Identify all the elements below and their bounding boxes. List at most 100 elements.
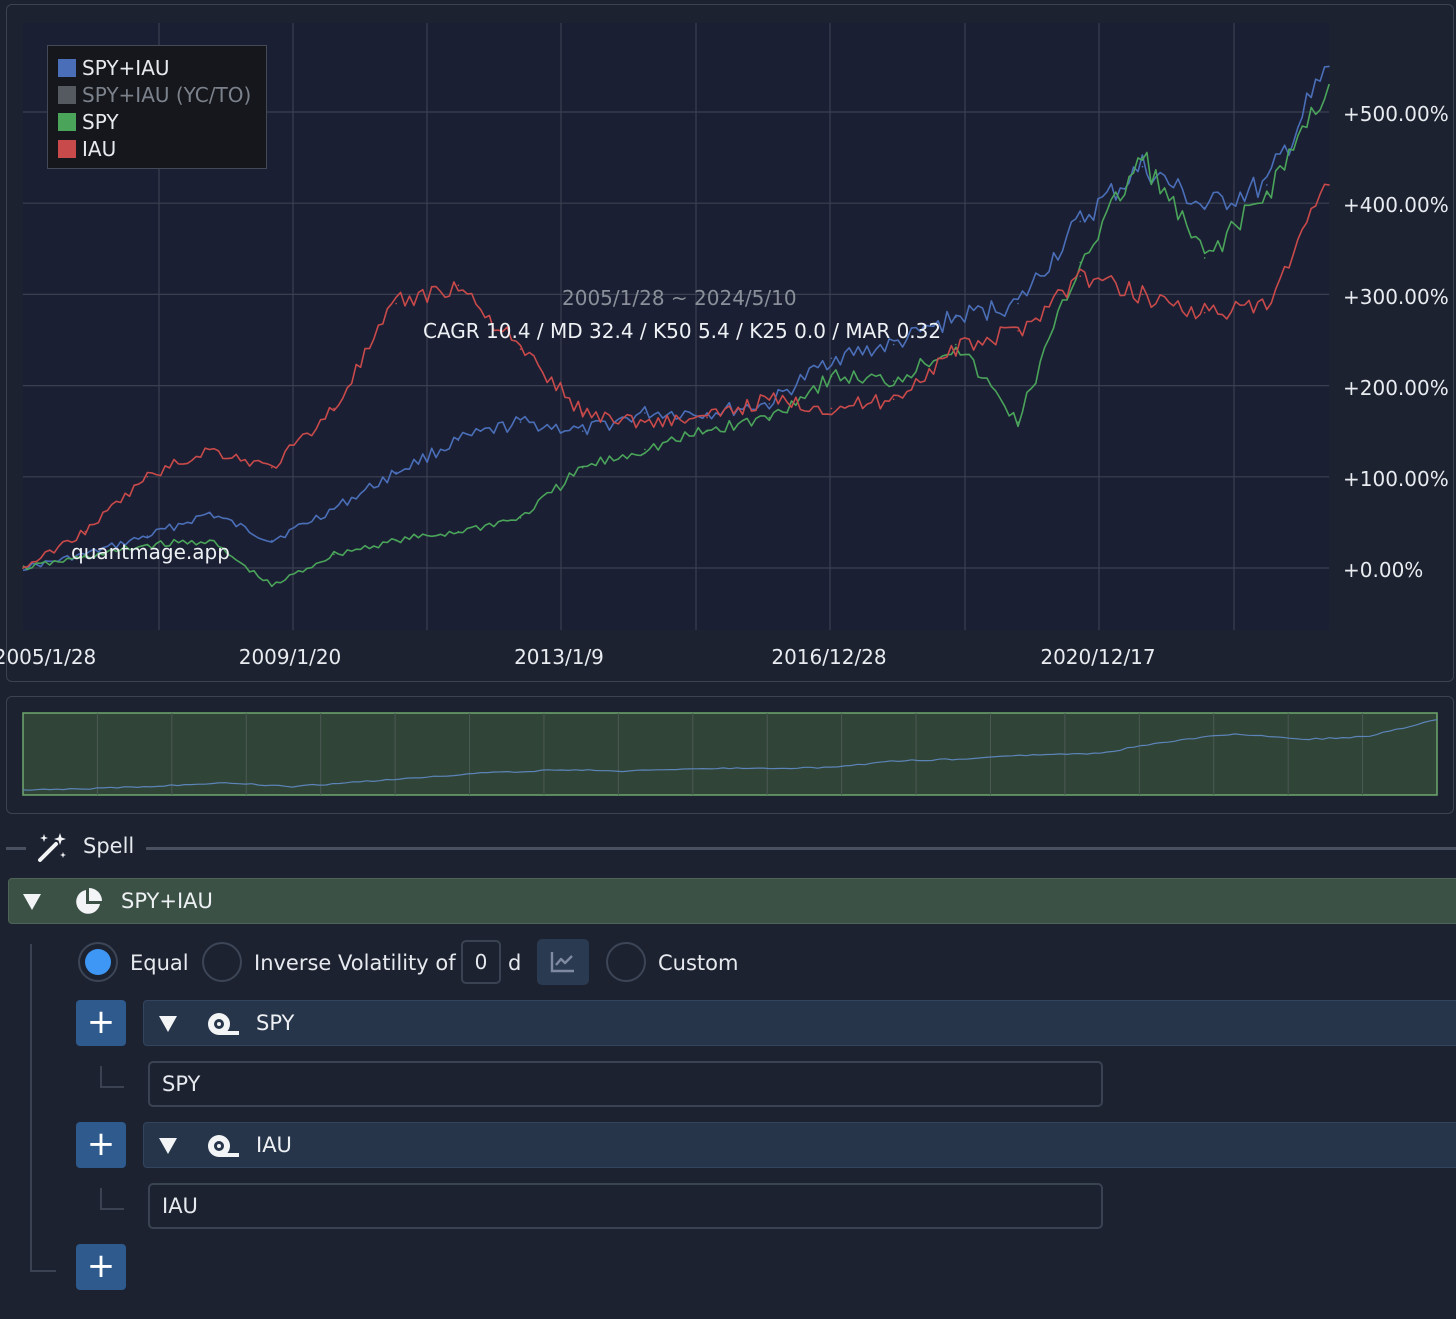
data-point <box>706 430 708 433</box>
data-point <box>892 380 895 382</box>
asset-header-spy[interactable]: SPY <box>143 1000 1456 1046</box>
divider <box>146 847 1456 850</box>
add-node-button[interactable]: + <box>76 1000 126 1046</box>
legend-item-spy[interactable]: SPY <box>58 108 256 135</box>
data-point <box>644 421 646 423</box>
data-point <box>768 416 771 419</box>
data-point <box>1203 257 1206 259</box>
tree-connector <box>30 944 32 1272</box>
data-point <box>457 439 460 442</box>
asset-title: SPY <box>256 1011 295 1035</box>
series-line-spy <box>22 84 1330 588</box>
data-point <box>1141 165 1144 168</box>
ticker-input-iau[interactable] <box>148 1183 1103 1229</box>
data-point <box>84 530 86 533</box>
magic-wand-icon <box>38 833 66 862</box>
legend-swatch <box>58 112 76 131</box>
weight-custom-radio[interactable] <box>606 942 646 982</box>
data-point <box>146 476 149 478</box>
legend-item-iau[interactable]: IAU <box>58 135 256 162</box>
data-point <box>270 466 273 469</box>
asset-icon <box>208 1135 239 1157</box>
chart-stats: CAGR 10.4 / MD 32.4 / K50 5.4 / K25 0.0 … <box>423 319 942 343</box>
weight-equal-radio[interactable] <box>78 942 118 982</box>
pie-chart-icon <box>76 888 102 914</box>
asset-icon <box>208 1013 239 1035</box>
data-point <box>830 375 833 378</box>
y-tick-label: +100.00% <box>1343 467 1449 491</box>
spell-label: Spell <box>83 834 135 858</box>
data-point <box>955 348 957 350</box>
data-point <box>270 585 273 588</box>
legend-swatch <box>58 139 76 158</box>
series-line-iau <box>22 183 1330 568</box>
data-point <box>581 430 584 433</box>
add-node-button[interactable]: + <box>76 1244 126 1290</box>
asset-header-iau[interactable]: IAU <box>143 1122 1456 1168</box>
x-tick-label: 2020/12/17 <box>1040 645 1156 669</box>
data-point <box>768 403 771 405</box>
weight-equal-label: Equal <box>130 951 189 975</box>
data-point <box>208 512 211 515</box>
y-tick-label: +200.00% <box>1343 376 1449 400</box>
collapse-caret-icon[interactable] <box>23 894 41 910</box>
range-navigator-panel <box>6 696 1454 814</box>
data-point <box>830 357 833 360</box>
data-point <box>1141 293 1144 296</box>
days-unit-label: d <box>508 951 522 975</box>
data-point <box>22 567 24 569</box>
x-tick-label: 2016/12/28 <box>771 645 887 669</box>
range-navigator[interactable] <box>7 697 1453 813</box>
navigator-window[interactable] <box>22 712 1438 796</box>
collapse-caret-icon[interactable] <box>159 1016 177 1032</box>
data-point <box>644 412 646 414</box>
y-tick-label: +300.00% <box>1343 285 1449 309</box>
legend-swatch <box>58 58 76 77</box>
data-point <box>830 407 833 410</box>
legend-label: SPY+IAU <box>82 55 170 80</box>
legend-item-spy-iau[interactable]: SPY+IAU <box>58 54 256 81</box>
group-header-spy-iau[interactable]: SPY+IAU <box>8 878 1456 924</box>
volatility-days-input[interactable] <box>461 940 501 984</box>
y-tick-label: +400.00% <box>1343 193 1449 217</box>
add-node-button[interactable]: + <box>76 1122 126 1168</box>
data-point <box>519 421 522 423</box>
data-point <box>146 544 149 546</box>
legend-label: IAU <box>82 136 117 161</box>
data-point <box>955 316 957 319</box>
line-chart-icon <box>550 952 574 973</box>
navigator-series-line <box>22 719 1438 791</box>
data-point <box>519 517 522 519</box>
legend-item-spy-iau-yc-to[interactable]: SPY+IAU (YC/TO) <box>58 81 256 108</box>
data-point <box>395 539 397 542</box>
data-point <box>1266 184 1268 186</box>
collapse-caret-icon[interactable] <box>159 1138 177 1154</box>
legend-swatch <box>58 85 76 104</box>
ticker-input-spy[interactable] <box>148 1061 1103 1107</box>
data-point <box>1079 275 1082 277</box>
data-point <box>1017 421 1019 423</box>
divider <box>6 847 26 850</box>
data-point <box>270 539 273 542</box>
data-point <box>706 412 708 414</box>
data-point <box>395 302 397 305</box>
data-point <box>1203 311 1206 314</box>
y-tick-label: +500.00% <box>1343 102 1449 126</box>
data-point <box>1017 330 1019 332</box>
weight-custom-label: Custom <box>658 951 739 975</box>
weight-inverse-volatility-radio[interactable] <box>202 942 242 982</box>
y-tick-label: +0.00% <box>1343 558 1424 582</box>
data-point <box>1328 65 1330 68</box>
data-point <box>1266 193 1268 195</box>
tree-connector <box>100 1188 124 1210</box>
volatility-chart-button[interactable] <box>537 939 589 985</box>
group-title: SPY+IAU <box>121 889 213 913</box>
asset-title: IAU <box>256 1133 292 1157</box>
data-point <box>892 398 895 401</box>
tree-connector <box>100 1066 124 1088</box>
data-point <box>333 507 335 510</box>
x-tick-label: 2009/1/20 <box>238 645 342 669</box>
equity-chart-panel: SPY+IAU SPY+IAU (YC/TO) SPY IAU 2005/1/2… <box>0 4 1454 682</box>
data-point <box>333 553 335 556</box>
chart-date-range: 2005/1/28 ~ 2024/5/10 <box>562 286 797 310</box>
